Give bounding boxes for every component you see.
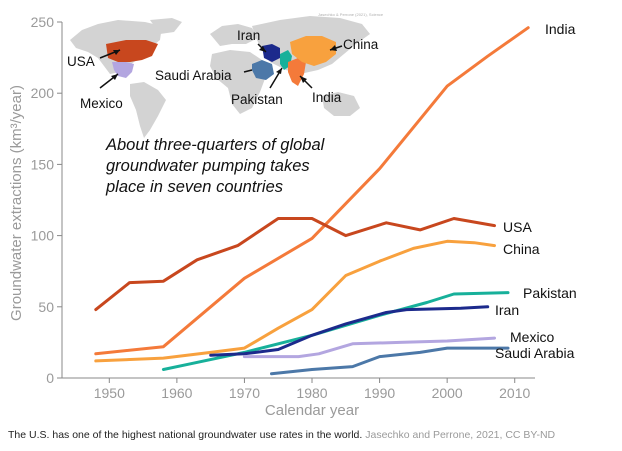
series-label-mexico: Mexico [510, 329, 555, 345]
x-tick-label: 1960 [161, 385, 192, 401]
series-label-saudi-arabia: Saudi Arabia [495, 345, 575, 361]
mexico-arrowhead [111, 74, 118, 80]
figure-caption: The U.S. has one of the highest national… [8, 429, 555, 441]
x-tick-label: 1980 [296, 385, 327, 401]
map-label-india: India [312, 90, 342, 105]
pakistan-arrowhead [276, 68, 282, 74]
series-line-india [94, 26, 530, 356]
y-tick-label: 250 [31, 14, 55, 30]
axes: 0 50 100 150 200 250 1950 1960 1970 1980 1990 2000 2… [31, 14, 535, 401]
series-line-usa [94, 217, 496, 312]
y-tick-label: 100 [31, 228, 55, 244]
map-label-china: China [343, 37, 379, 52]
map-label-pakistan: Pakistan [231, 92, 283, 107]
map-label-mexico: Mexico [80, 96, 123, 111]
y-tick-label: 200 [31, 85, 55, 101]
x-tick-label: 1990 [364, 385, 395, 401]
map-credit: Jasechko & Perrone (2021), Science [318, 12, 384, 17]
caption-credit: Jasechko and Perrone, 2021, CC BY-ND [365, 429, 556, 441]
china-arrowhead [330, 45, 337, 51]
x-tick-label: 1950 [94, 385, 125, 401]
iran-shape [262, 44, 280, 62]
india-arrowhead [300, 76, 307, 83]
saudi-arrow [243, 69, 253, 73]
series-line-china [94, 239, 496, 363]
x-tick-label: 2010 [499, 385, 530, 401]
south-america-shape [130, 82, 166, 138]
series-layer [94, 26, 530, 376]
caption-text: The U.S. has one of the highest national… [8, 429, 363, 441]
annotation-line-1: About three-quarters of global [105, 136, 326, 154]
saudi-arabia-shape [252, 60, 274, 80]
y-tick-label: 50 [38, 299, 54, 315]
series-label-india: India [545, 21, 576, 37]
x-tick-label: 1970 [229, 385, 260, 401]
y-axis-title: Groundwater extractions (km³/year) [8, 85, 25, 321]
map-label-usa: USA [67, 54, 95, 69]
x-tick-label: 2000 [432, 385, 463, 401]
series-label-pakistan: Pakistan [523, 285, 577, 301]
greenland-shape [150, 18, 182, 34]
y-tick-label: 150 [31, 156, 55, 172]
map-label-saudi: Saudi Arabia [155, 68, 232, 83]
annotation-line-2: groundwater pumping takes [106, 157, 310, 175]
series-label-iran: Iran [495, 302, 519, 318]
series-label-china: China [503, 241, 540, 257]
world-map-inset: USA Mexico Saudi Arabia Iran Pakistan In… [67, 12, 384, 138]
usa-shape [106, 40, 158, 62]
x-axis-title: Calendar year [265, 402, 359, 419]
iran-arrowhead [259, 46, 266, 52]
usa-arrowhead [113, 50, 120, 55]
y-tick-label: 0 [46, 370, 54, 386]
series-label-usa: USA [503, 219, 532, 235]
series-line-saudi-arabia [270, 346, 510, 376]
annotation-line-3: place in seven countries [105, 178, 283, 196]
map-label-iran: Iran [237, 28, 260, 43]
series-line-iran [209, 305, 490, 357]
australia-shape [322, 92, 360, 116]
annotation: About three-quarters of global groundwat… [105, 136, 326, 196]
europe-shape [210, 24, 258, 46]
china-shape [290, 36, 336, 66]
series-line-mexico [242, 336, 496, 359]
